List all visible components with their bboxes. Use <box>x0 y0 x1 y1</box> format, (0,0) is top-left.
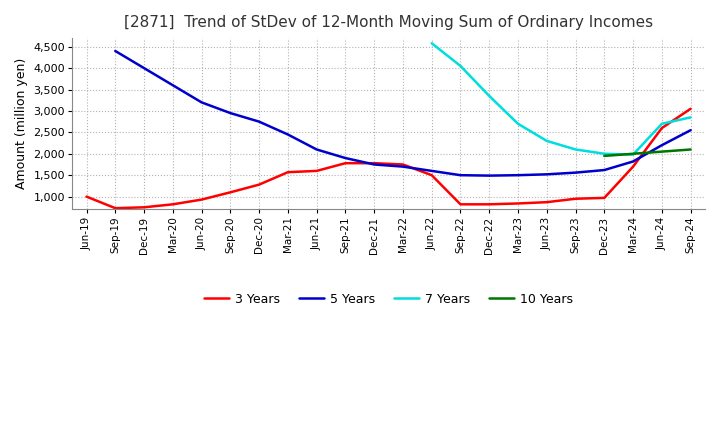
3 Years <box>571 196 580 202</box>
5 Years <box>168 83 177 88</box>
3 Years <box>370 161 379 166</box>
10 Years <box>686 147 695 152</box>
5 Years <box>542 172 551 177</box>
10 Years <box>600 153 608 158</box>
Y-axis label: Amount (million yen): Amount (million yen) <box>15 58 28 189</box>
5 Years <box>140 66 148 71</box>
5 Years <box>111 48 120 54</box>
3 Years <box>686 106 695 111</box>
5 Years <box>255 119 264 124</box>
3 Years <box>111 205 120 211</box>
5 Years <box>485 173 494 178</box>
3 Years <box>197 197 206 202</box>
3 Years <box>629 164 637 169</box>
5 Years <box>600 167 608 172</box>
3 Years <box>168 202 177 207</box>
7 Years <box>686 115 695 120</box>
5 Years <box>629 159 637 164</box>
7 Years <box>542 138 551 143</box>
7 Years <box>629 152 637 157</box>
7 Years <box>657 121 666 126</box>
3 Years <box>600 195 608 201</box>
3 Years <box>456 202 465 207</box>
7 Years <box>571 147 580 152</box>
3 Years <box>542 199 551 205</box>
5 Years <box>370 162 379 167</box>
Title: [2871]  Trend of StDev of 12-Month Moving Sum of Ordinary Incomes: [2871] Trend of StDev of 12-Month Moving… <box>124 15 653 30</box>
5 Years <box>657 143 666 148</box>
7 Years <box>513 121 522 126</box>
3 Years <box>399 162 408 167</box>
5 Years <box>686 128 695 133</box>
10 Years <box>629 151 637 156</box>
5 Years <box>341 155 350 161</box>
5 Years <box>428 168 436 173</box>
3 Years <box>485 202 494 207</box>
3 Years <box>140 205 148 210</box>
Line: 10 Years: 10 Years <box>604 150 690 156</box>
7 Years <box>456 63 465 69</box>
7 Years <box>485 93 494 99</box>
Line: 7 Years: 7 Years <box>432 43 690 154</box>
5 Years <box>456 172 465 178</box>
3 Years <box>341 161 350 166</box>
Line: 3 Years: 3 Years <box>86 109 690 208</box>
5 Years <box>399 164 408 169</box>
5 Years <box>513 172 522 178</box>
Line: 5 Years: 5 Years <box>115 51 690 176</box>
7 Years <box>428 40 436 46</box>
5 Years <box>571 170 580 175</box>
3 Years <box>312 168 321 173</box>
3 Years <box>513 201 522 206</box>
5 Years <box>284 132 292 137</box>
7 Years <box>600 151 608 156</box>
3 Years <box>284 169 292 175</box>
5 Years <box>197 100 206 105</box>
5 Years <box>312 147 321 152</box>
3 Years <box>657 125 666 131</box>
Legend: 3 Years, 5 Years, 7 Years, 10 Years: 3 Years, 5 Years, 7 Years, 10 Years <box>199 288 578 311</box>
10 Years <box>657 149 666 154</box>
3 Years <box>226 190 235 195</box>
5 Years <box>226 110 235 116</box>
3 Years <box>82 194 91 199</box>
3 Years <box>428 172 436 178</box>
3 Years <box>255 182 264 187</box>
